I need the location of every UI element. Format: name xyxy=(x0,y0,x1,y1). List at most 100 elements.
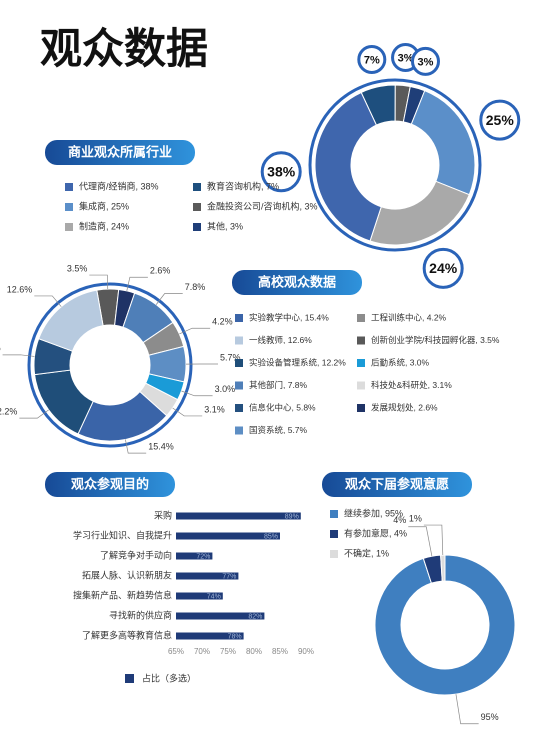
legend-label: 创新创业学院/科技园孵化器, 3.5% xyxy=(371,335,500,345)
leader-line xyxy=(408,526,433,557)
donut-segment xyxy=(374,554,516,696)
page-title: 观众数据 xyxy=(40,25,208,72)
data-label: 85% xyxy=(264,533,278,540)
legend-label: 工程训练中心, 4.2% xyxy=(371,312,447,322)
x-tick-label: 70% xyxy=(194,647,210,656)
legend-swatch xyxy=(65,183,73,191)
legend-label: 有参加意愿, 4% xyxy=(344,527,407,538)
bar xyxy=(176,632,244,640)
legend-label: 集成商, 25% xyxy=(79,200,129,211)
section-title: 商业观众所属行业 xyxy=(68,144,172,159)
data-label: 15.4% xyxy=(148,442,174,452)
leader-line xyxy=(89,274,109,290)
header-pill xyxy=(232,270,362,295)
bar xyxy=(176,572,239,580)
data-label: 3.1% xyxy=(204,404,225,414)
legend-swatch xyxy=(235,359,243,367)
data-label: 5.7% xyxy=(220,352,241,362)
data-label: 1% xyxy=(409,513,422,523)
data-label: 74% xyxy=(207,593,221,600)
legend-label: 教育咨询机构, 7% xyxy=(207,180,279,191)
legend-swatch xyxy=(193,203,201,211)
section-header: 高校观众数据 xyxy=(232,270,362,295)
legend-swatch xyxy=(357,404,365,412)
outer-ring xyxy=(27,282,193,448)
legend-swatch xyxy=(235,426,243,435)
legend-swatch xyxy=(193,223,201,231)
legend-label: 后勤系统, 3.0% xyxy=(371,357,430,367)
label-bubble xyxy=(422,247,464,289)
legend-label: 不确定, 1% xyxy=(344,547,389,558)
bar xyxy=(176,552,213,560)
bar xyxy=(176,512,301,520)
legend-swatch xyxy=(330,510,338,518)
data-label: 95% xyxy=(481,712,499,722)
donut-chart: 7% 3% 3% 25% 24% 38%教育咨询机构, 7% 金融投资公司/咨询机构, 3%… xyxy=(65,43,521,289)
legend-label: 科技处&科研处, 3.1% xyxy=(371,380,452,390)
x-tick-label: 65% xyxy=(168,647,184,656)
data-label: 2.6% xyxy=(150,266,171,276)
leader-line xyxy=(126,276,148,291)
legend-swatch xyxy=(357,381,365,390)
legend-label: 其他部门, 7.8% xyxy=(249,380,308,390)
data-label: 3.5% xyxy=(67,263,88,273)
bar xyxy=(176,592,223,600)
x-tick-label: 75% xyxy=(220,647,236,656)
data-label: 77% xyxy=(222,573,236,580)
legend-swatch xyxy=(235,336,243,345)
legend-label: 继续参加, 95% xyxy=(344,507,403,518)
y-tick-label: 采购 xyxy=(154,509,172,520)
y-tick-label: 学习行业知识、自我提升 xyxy=(73,529,172,540)
legend-swatch xyxy=(357,336,365,345)
data-label: 12.2% xyxy=(0,407,17,417)
legend-swatch xyxy=(357,314,365,322)
data-label: 3% xyxy=(418,56,434,68)
donut-segment xyxy=(38,289,104,352)
data-label: 7.8% xyxy=(185,282,206,292)
data-label: 7% xyxy=(364,54,380,66)
leader-line xyxy=(423,524,444,556)
bar xyxy=(176,532,280,540)
legend-label: 信息化中心, 5.8% xyxy=(249,402,316,412)
legend-label: 金融投资公司/咨询机构, 3% xyxy=(207,200,318,211)
data-label: 5.8% xyxy=(0,343,1,353)
section-header: 商业观众所属行业 xyxy=(45,140,195,165)
legend-label: 一线教师, 12.6% xyxy=(249,335,312,345)
data-label: 78% xyxy=(228,633,242,640)
legend-swatch xyxy=(193,183,201,191)
bar-chart: 65% 70% 75% 80% 85% 90% 采购学习行业知识、自我提升了解竞争对手动向拓… xyxy=(73,509,314,683)
y-tick-label: 了解竞争对手动向 xyxy=(100,549,172,560)
x-tick-label: 85% xyxy=(272,647,288,656)
donut-segment xyxy=(410,90,476,196)
header-pill xyxy=(45,472,175,497)
leader-line xyxy=(125,439,147,454)
leader-line xyxy=(34,295,62,307)
legend-swatch xyxy=(65,223,73,231)
legend-label: 占比（多选） xyxy=(142,672,196,683)
donut-segment xyxy=(369,180,470,246)
header-pill xyxy=(45,140,195,165)
leader-line xyxy=(179,327,211,335)
x-tick-label: 80% xyxy=(246,647,262,656)
legend-swatch xyxy=(330,550,338,558)
legend-label: 实验设备管理系统, 12.2% xyxy=(249,357,346,367)
section-title: 观众下届参观意愿 xyxy=(345,476,449,491)
section-header: 观众下届参观意愿 xyxy=(322,472,472,497)
header-pill xyxy=(322,472,472,497)
legend-label: 发展规划处, 2.6% xyxy=(371,402,438,412)
y-tick-label: 拓展人脉、认识新朋友 xyxy=(82,569,172,580)
legend-swatch xyxy=(235,314,243,322)
legend-swatch xyxy=(357,359,365,367)
donut-segment xyxy=(314,91,382,242)
legend-swatch xyxy=(125,674,134,683)
legend-label: 其他, 3% xyxy=(207,220,243,231)
legend-label: 实验教学中心, 15.4% xyxy=(249,312,329,322)
section-title: 高校观众数据 xyxy=(258,274,336,289)
donut-segment xyxy=(440,554,446,582)
leader-line xyxy=(181,390,213,397)
data-label: 3.0% xyxy=(215,384,236,394)
data-label: 89% xyxy=(285,513,299,520)
section-title: 观众参观目的 xyxy=(71,476,149,491)
y-tick-label: 了解更多高等教育信息 xyxy=(82,629,172,640)
label-bubble xyxy=(479,99,521,141)
